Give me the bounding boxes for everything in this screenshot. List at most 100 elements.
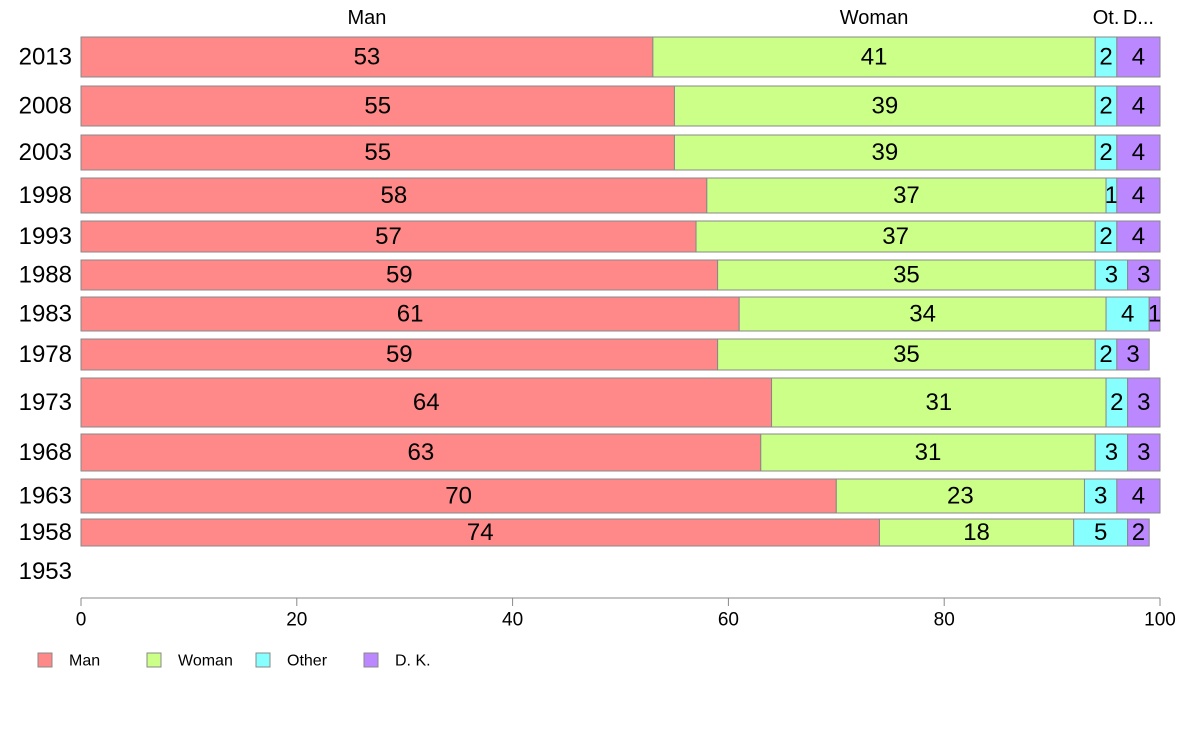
year-label-1973: 1973	[19, 389, 72, 416]
bar-1963-man	[80, 478, 837, 514]
bar-1978-dk	[1116, 338, 1150, 371]
bar-1958-woman	[878, 518, 1075, 547]
data-label-1958-other: 5	[1094, 519, 1107, 546]
data-label-1993-other: 2	[1099, 223, 1112, 250]
bar-1958-dk	[1127, 518, 1150, 547]
bar-2008-woman	[673, 85, 1096, 127]
bar-1983-man	[80, 296, 740, 332]
bar-1968-other	[1094, 433, 1129, 472]
bar-2013-dk	[1116, 36, 1161, 78]
data-label-1973-man: 64	[413, 389, 440, 416]
data-label-1978-other: 2	[1099, 341, 1112, 368]
legend-label-dk: D. K.	[395, 653, 431, 670]
legend-swatch-dk	[363, 652, 379, 668]
data-label-1983-other: 4	[1121, 301, 1134, 328]
data-label-1968-woman: 31	[915, 439, 942, 466]
bar-1968-dk	[1127, 433, 1161, 472]
bar-1993-man	[80, 220, 697, 253]
data-label-1983-woman: 34	[909, 301, 936, 328]
bar-1963-dk	[1116, 478, 1161, 514]
data-label-1968-dk: 3	[1137, 439, 1150, 466]
data-label-1993-dk: 4	[1132, 223, 1145, 250]
top-label-3: D...	[1123, 7, 1154, 29]
data-label-1973-woman: 31	[925, 389, 952, 416]
bar-1973-man	[80, 377, 773, 428]
legend-swatch-other	[255, 652, 271, 668]
x-tick-label-0: 0	[76, 610, 87, 631]
year-label-1983: 1983	[19, 301, 72, 328]
bar-1993-woman	[695, 220, 1096, 253]
data-label-1963-dk: 4	[1132, 483, 1145, 510]
data-label-1968-man: 63	[408, 439, 435, 466]
data-label-2008-man: 55	[364, 93, 391, 120]
data-label-1958-dk: 2	[1132, 519, 1145, 546]
x-tick-label-40: 40	[502, 610, 523, 631]
data-label-1993-woman: 37	[882, 223, 909, 250]
bar-1963-other	[1083, 478, 1118, 514]
year-label-1963: 1963	[19, 483, 72, 510]
data-label-1958-woman: 18	[963, 519, 990, 546]
bar-1968-woman	[760, 433, 1096, 472]
data-label-2008-other: 2	[1099, 93, 1112, 120]
bar-2013-woman	[652, 36, 1096, 78]
data-label-2013-dk: 4	[1132, 44, 1145, 71]
data-label-1988-woman: 35	[893, 262, 920, 289]
data-label-1988-other: 3	[1105, 262, 1118, 289]
bar-1973-dk	[1127, 377, 1161, 428]
data-label-2013-other: 2	[1099, 44, 1112, 71]
bar-1993-dk	[1116, 220, 1161, 253]
bar-1988-other	[1094, 259, 1129, 291]
bar-1988-man	[80, 259, 719, 291]
data-label-2003-man: 55	[364, 139, 391, 166]
bar-2008-man	[80, 85, 675, 127]
year-label-1978: 1978	[19, 341, 72, 368]
x-tick-label-20: 20	[286, 610, 307, 631]
year-label-1958: 1958	[19, 519, 72, 546]
x-tick-label-100: 100	[1144, 610, 1176, 631]
bar-1988-dk	[1127, 259, 1161, 291]
bar-1998-man	[80, 177, 708, 214]
legend-label-man: Man	[69, 653, 100, 670]
year-label-1953: 1953	[19, 558, 72, 585]
bar-1983-woman	[738, 296, 1107, 332]
top-label-2: Ot.	[1093, 7, 1120, 29]
bar-1998-woman	[706, 177, 1107, 214]
data-label-1963-man: 70	[445, 483, 472, 510]
bar-1978-man	[80, 338, 719, 371]
bar-1958-man	[80, 518, 880, 547]
bar-1983-dk	[1148, 296, 1161, 332]
data-label-1988-man: 59	[386, 262, 413, 289]
data-label-1998-man: 58	[381, 182, 408, 209]
data-label-1998-dk: 4	[1132, 182, 1145, 209]
top-label-1: Woman	[840, 7, 909, 29]
year-label-1988: 1988	[19, 262, 72, 289]
bar-1988-woman	[717, 259, 1096, 291]
x-tick-label-60: 60	[718, 610, 739, 631]
data-label-1983-man: 61	[397, 301, 424, 328]
bar-1998-dk	[1116, 177, 1161, 214]
data-label-2003-woman: 39	[872, 139, 899, 166]
data-label-1958-man: 74	[467, 519, 494, 546]
legend-label-woman: Woman	[178, 653, 233, 670]
year-label-2003: 2003	[19, 139, 72, 166]
data-label-1963-woman: 23	[947, 483, 974, 510]
data-label-1993-man: 57	[375, 223, 402, 250]
bar-1958-other	[1073, 518, 1129, 547]
data-label-2013-man: 53	[354, 44, 381, 71]
bar-1973-woman	[771, 377, 1107, 428]
x-tick-label-80: 80	[934, 610, 955, 631]
legend-label-other: Other	[287, 653, 328, 670]
data-label-2003-other: 2	[1099, 139, 1112, 166]
bar-2008-dk	[1116, 85, 1161, 127]
data-label-1988-dk: 3	[1137, 262, 1150, 289]
data-label-2013-woman: 41	[861, 44, 888, 71]
data-label-2003-dk: 4	[1132, 139, 1145, 166]
bar-1963-woman	[835, 478, 1085, 514]
bar-2013-man	[80, 36, 654, 78]
data-label-1973-other: 2	[1110, 389, 1123, 416]
data-label-1963-other: 3	[1094, 483, 1107, 510]
data-label-1978-dk: 3	[1126, 341, 1139, 368]
data-label-1998-woman: 37	[893, 182, 920, 209]
